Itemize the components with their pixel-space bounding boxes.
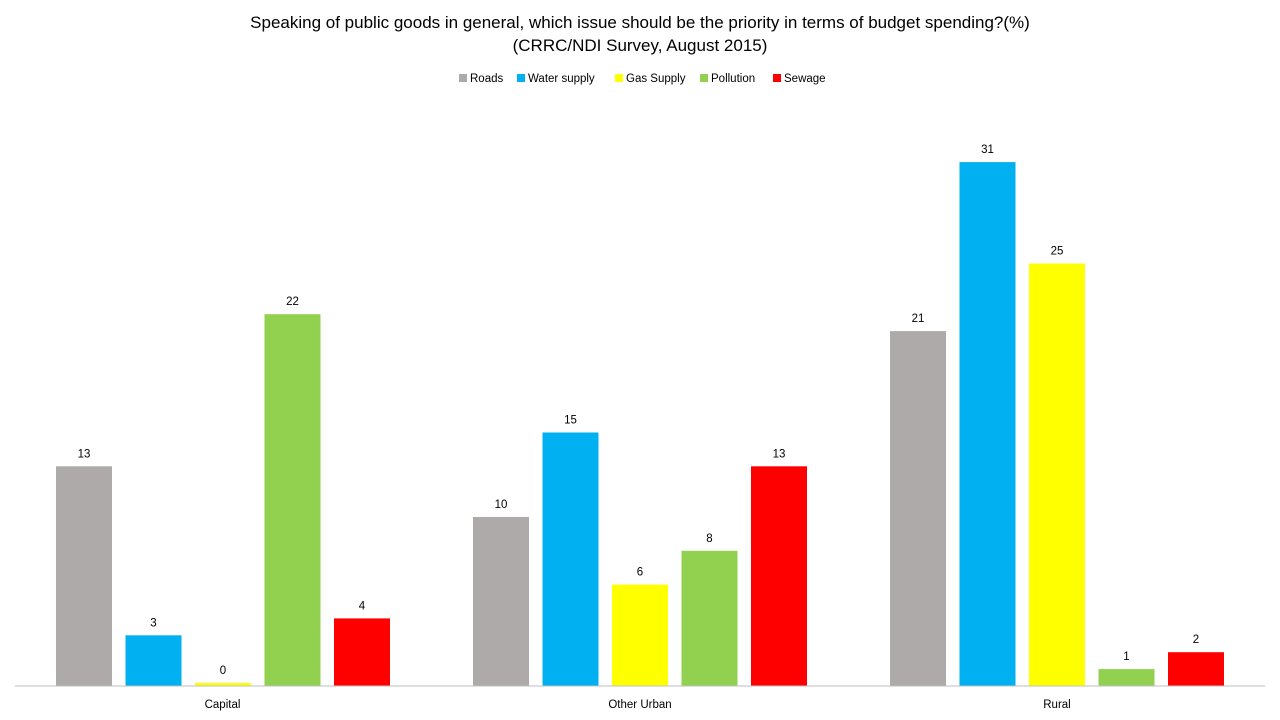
bar-capital-water-supply [125,635,182,686]
legend-label-gas-supply: Gas Supply [626,73,686,85]
bar-rural-pollution [1098,669,1155,686]
category-label-other-urban: Other Urban [608,699,671,711]
legend-label-pollution: Pollution [711,73,755,85]
value-label-rural-pollution: 1 [1123,651,1129,663]
bar-rural-gas-supply [1029,263,1085,686]
value-label-capital-pollution: 22 [286,296,299,308]
value-label-other-urban-water-supply: 15 [564,415,577,427]
category-label-rural: Rural [1043,699,1070,711]
category-labels-group: Capital Other Urban Rural [205,699,1071,711]
value-label-other-urban-pollution: 8 [706,533,712,545]
bar-capital-gas-supply [195,683,251,686]
value-label-rural-sewage: 2 [1193,634,1199,646]
value-label-capital-sewage: 4 [359,600,366,612]
bar-rural-sewage [1168,652,1224,686]
value-label-other-urban-sewage: 13 [773,448,786,460]
bar-other-urban-roads [473,517,529,686]
value-labels-group: 13 3 0 22 4 10 15 6 8 13 21 31 25 1 2 [78,144,1200,677]
legend-label-water-supply: Water supply [528,73,595,85]
value-label-capital-water-supply: 3 [150,617,156,629]
bar-rural-roads [890,331,946,686]
bar-other-urban-sewage [751,466,807,686]
bar-other-urban-water-supply [542,432,599,686]
bar-capital-sewage [334,618,390,686]
legend-swatch-pollution [700,74,708,82]
legend-label-sewage: Sewage [784,73,826,85]
bar-other-urban-pollution [681,550,738,686]
chart-legend: Roads Water supply Gas Supply Pollution Sewa… [459,73,826,85]
bar-rural-water-supply [959,162,1016,687]
bars-group [56,162,1224,687]
legend-swatch-sewage [773,74,781,82]
bar-capital-roads [56,466,112,686]
value-label-other-urban-gas-supply: 6 [637,567,643,579]
chart-subtitle: (CRRC/NDI Survey, August 2015) [513,36,768,55]
legend-swatch-water-supply [517,74,525,82]
category-label-capital: Capital [205,699,241,711]
value-label-rural-roads: 21 [912,313,925,325]
value-label-rural-water-supply: 31 [981,144,994,156]
chart-title: Speaking of public goods in general, whi… [250,13,1030,32]
legend-swatch-roads [459,74,467,82]
legend-label-roads: Roads [470,73,503,85]
value-label-rural-gas-supply: 25 [1051,246,1064,258]
value-label-capital-roads: 13 [78,448,91,460]
bar-other-urban-gas-supply [612,584,668,686]
legend-swatch-gas-supply [615,74,623,82]
bar-capital-pollution [264,314,321,686]
value-label-capital-gas-supply: 0 [220,665,226,677]
value-label-other-urban-roads: 10 [495,499,508,511]
